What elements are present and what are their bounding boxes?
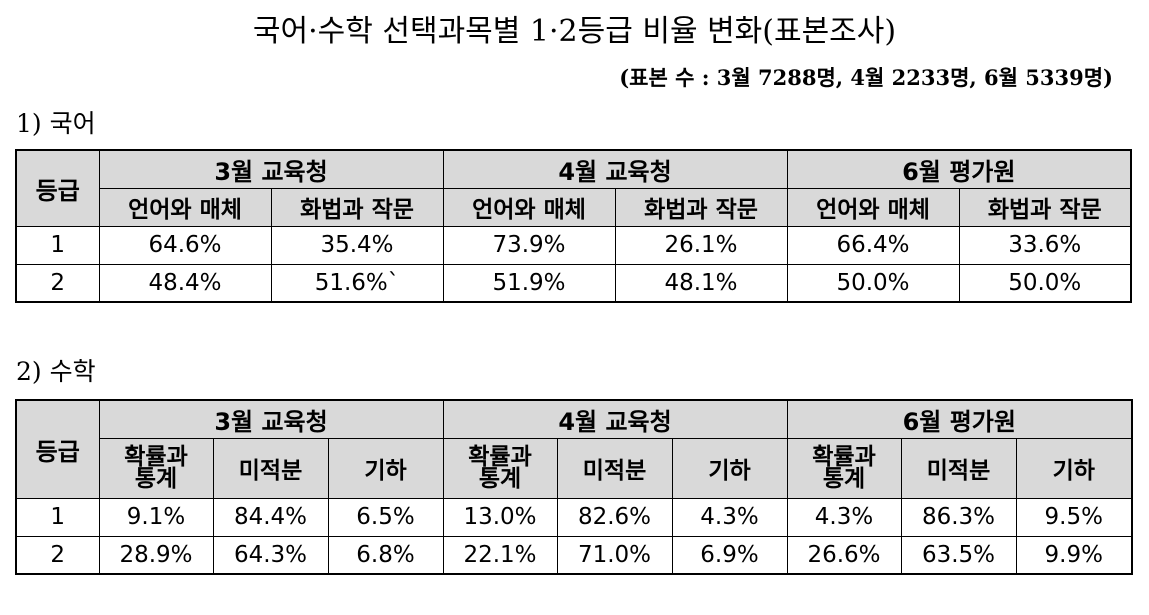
value-cell: 9.1% <box>98 497 214 537</box>
korean-table: 등급 3월 교육청 4월 교육청 6월 평가원 언어와 매체 화법과 작문 언어… <box>15 149 1132 303</box>
value-cell: 4.3% <box>671 497 788 537</box>
section-title-math: 2) 수학 <box>16 357 96 386</box>
table-row: 2 28.9% 64.3% 6.8% 22.1% 71.0% 6.9% 26.6… <box>15 535 1133 575</box>
value-cell: 51.9% <box>442 263 616 303</box>
value-cell: 86.3% <box>900 497 1017 537</box>
exam-header-june: 6월 평가원 <box>786 399 1133 439</box>
grade-cell: 1 <box>15 497 100 537</box>
exam-header-april: 4월 교육청 <box>442 399 788 439</box>
value-cell: 84.4% <box>212 497 329 537</box>
subject-header-prob-stats: 확률과 통계 <box>98 437 214 499</box>
exam-header-march: 3월 교육청 <box>98 399 444 439</box>
value-cell: 35.4% <box>270 225 444 265</box>
value-cell: 73.9% <box>442 225 616 265</box>
value-cell: 4.3% <box>786 497 902 537</box>
value-cell: 50.0% <box>958 263 1132 303</box>
value-cell: 64.6% <box>98 225 272 265</box>
value-cell: 48.1% <box>614 263 788 303</box>
value-cell: 28.9% <box>98 535 214 575</box>
subject-header-geometry: 기하 <box>1015 437 1133 499</box>
subject-header-geometry: 기하 <box>671 437 788 499</box>
value-cell: 48.4% <box>98 263 272 303</box>
value-cell: 9.5% <box>1015 497 1133 537</box>
subject-header-geometry: 기하 <box>327 437 444 499</box>
exam-header-june: 6월 평가원 <box>786 149 1132 189</box>
value-cell: 6.9% <box>671 535 788 575</box>
grade-cell: 1 <box>15 225 100 265</box>
value-cell: 26.6% <box>786 535 902 575</box>
value-cell: 26.1% <box>614 225 788 265</box>
subject-line: 통계 <box>822 466 866 492</box>
subject-header-calculus: 미적분 <box>900 437 1017 499</box>
value-cell: 71.0% <box>556 535 673 575</box>
value-cell: 33.6% <box>958 225 1132 265</box>
section-title-korean: 1) 국어 <box>16 109 96 138</box>
subject-header-calculus: 미적분 <box>212 437 329 499</box>
subject-header-prob-stats: 확률과 통계 <box>442 437 558 499</box>
document-title: 국어·수학 선택과목별 1·2등급 비율 변화(표본조사) <box>252 14 897 49</box>
grade-header: 등급 <box>15 399 100 499</box>
subject-header: 언어와 매체 <box>98 187 272 227</box>
value-cell: 82.6% <box>556 497 673 537</box>
grade-header: 등급 <box>15 149 100 227</box>
grade-cell: 2 <box>15 263 100 303</box>
value-cell: 6.8% <box>327 535 444 575</box>
subject-header: 언어와 매체 <box>786 187 960 227</box>
table-row: 1 9.1% 84.4% 6.5% 13.0% 82.6% 4.3% 4.3% … <box>15 497 1133 537</box>
subject-line: 통계 <box>134 466 178 492</box>
subject-header-prob-stats: 확률과 통계 <box>786 437 902 499</box>
subject-line: 확률과 <box>812 444 876 470</box>
subject-line: 확률과 <box>468 444 532 470</box>
value-cell: 13.0% <box>442 497 558 537</box>
subject-header: 화법과 작문 <box>270 187 444 227</box>
value-cell: 63.5% <box>900 535 1017 575</box>
grade-cell: 2 <box>15 535 100 575</box>
table-row: 2 48.4% 51.6%` 51.9% 48.1% 50.0% 50.0% <box>15 263 1132 303</box>
value-cell: 66.4% <box>786 225 960 265</box>
subject-header: 언어와 매체 <box>442 187 616 227</box>
value-cell: 51.6%` <box>270 263 444 303</box>
subject-line: 확률과 <box>124 444 188 470</box>
sample-size-note: (표본 수 : 3월 7288명, 4월 2233명, 6월 5339명) <box>619 65 1113 90</box>
table-row: 1 64.6% 35.4% 73.9% 26.1% 66.4% 33.6% <box>15 225 1132 265</box>
value-cell: 6.5% <box>327 497 444 537</box>
value-cell: 50.0% <box>786 263 960 303</box>
subject-line: 통계 <box>478 466 522 492</box>
value-cell: 64.3% <box>212 535 329 575</box>
subject-header: 화법과 작문 <box>958 187 1132 227</box>
subject-header: 화법과 작문 <box>614 187 788 227</box>
subject-header-calculus: 미적분 <box>556 437 673 499</box>
value-cell: 9.9% <box>1015 535 1133 575</box>
exam-header-march: 3월 교육청 <box>98 149 444 189</box>
math-table: 등급 3월 교육청 4월 교육청 6월 평가원 확률과 통계 미적분 기하 확률과… <box>15 399 1134 575</box>
value-cell: 22.1% <box>442 535 558 575</box>
exam-header-april: 4월 교육청 <box>442 149 788 189</box>
